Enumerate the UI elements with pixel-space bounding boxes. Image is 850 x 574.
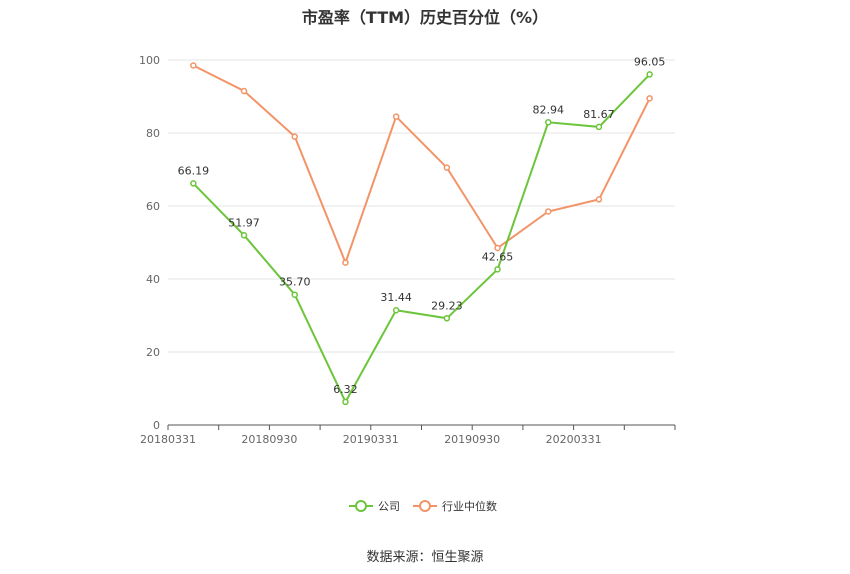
data-point <box>291 133 298 140</box>
data-label: 66.19 <box>178 164 210 177</box>
legend-marker <box>355 500 367 512</box>
series-line <box>192 64 651 266</box>
data-point <box>595 196 603 203</box>
y-tick-label: 0 <box>153 419 160 432</box>
data-point <box>392 306 400 314</box>
series-layer <box>190 62 653 406</box>
chart-title: 市盈率（TTM）历史百分位（%） <box>301 8 549 27</box>
x-tick-label: 20190930 <box>444 433 500 446</box>
series-line <box>192 73 651 405</box>
y-tick-label: 20 <box>146 346 160 359</box>
data-point <box>545 208 552 215</box>
data-label: 35.70 <box>279 276 311 289</box>
y-tick-label: 40 <box>146 273 160 286</box>
data-label: 96.05 <box>634 55 666 68</box>
y-tick-label: 80 <box>146 127 160 140</box>
data-point <box>190 180 197 187</box>
data-label: 81.67 <box>583 108 615 121</box>
data-point <box>190 62 197 69</box>
data-label: 51.97 <box>228 216 260 229</box>
legend-marker <box>419 500 431 512</box>
data-point <box>443 164 451 171</box>
x-tick-label: 20190331 <box>343 433 399 446</box>
axes: 0 20 40 60 80 100 20180331 20180930 20190331 2019… <box>139 54 676 446</box>
data-label: 82.94 <box>533 103 565 116</box>
data-point <box>443 315 451 322</box>
data-point <box>545 119 552 126</box>
data-point <box>494 266 501 273</box>
data-source: 数据来源：恒生聚源 <box>366 550 484 565</box>
data-label: 6.32 <box>333 383 358 396</box>
data-labels: 66.19 51.97 35.70 6.32 31.44 29.23 42.65 82.94 8… <box>178 55 666 396</box>
data-label: 42.65 <box>482 250 514 263</box>
data-point <box>342 259 349 266</box>
data-point <box>646 95 653 102</box>
data-point <box>494 244 501 252</box>
data-point <box>291 291 298 298</box>
data-point <box>646 71 653 78</box>
grid-lines <box>168 59 675 353</box>
x-tick-label: 20180331 <box>140 433 196 446</box>
data-label: 31.44 <box>380 291 412 304</box>
data-point <box>392 113 400 120</box>
x-tick-label: 20180930 <box>241 433 297 446</box>
y-tick-label: 100 <box>139 54 160 67</box>
data-label: 29.23 <box>431 299 463 312</box>
legend-label: 行业中位数 <box>442 499 497 513</box>
data-point <box>240 232 248 239</box>
legend: 公司 行业中位数 <box>349 499 497 513</box>
data-point <box>342 398 349 406</box>
x-tick-label: 20200331 <box>546 433 602 446</box>
y-tick-label: 60 <box>146 200 160 213</box>
data-point <box>595 123 603 131</box>
legend-label: 公司 <box>378 500 400 513</box>
data-point <box>240 87 248 95</box>
